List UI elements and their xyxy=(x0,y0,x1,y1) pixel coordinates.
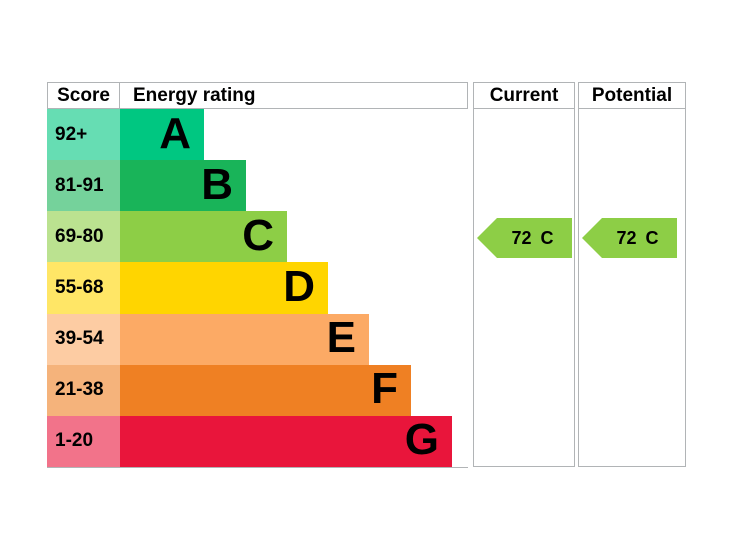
band-letter: A xyxy=(159,108,191,158)
band-score-range: 1-20 xyxy=(47,415,120,467)
energy-rating-column-header: Energy rating xyxy=(120,82,468,109)
band-row-e: 39-54 E xyxy=(47,313,468,365)
band-bar: D xyxy=(120,261,328,314)
band-row-a: 92+ A xyxy=(47,108,468,161)
current-rating-band: C xyxy=(540,227,554,248)
band-score-range: 69-80 xyxy=(47,211,120,263)
potential-rating-column: Potential 72 C xyxy=(578,82,686,467)
current-rating-arrow: 72 C xyxy=(477,218,572,258)
band-score-range: 39-54 xyxy=(47,313,120,365)
band-letter: C xyxy=(242,210,274,260)
potential-column-header: Potential xyxy=(579,83,685,109)
band-letter: B xyxy=(201,159,233,209)
band-letter: D xyxy=(283,261,315,311)
current-column-header: Current xyxy=(474,83,574,109)
potential-rating-band: C xyxy=(645,227,659,248)
band-score-range: 92+ xyxy=(47,109,120,161)
band-row-g: 1-20 G xyxy=(47,415,468,467)
band-letter: F xyxy=(371,364,398,414)
band-score-range: 55-68 xyxy=(47,262,120,314)
band-letter: G xyxy=(404,415,439,465)
table-header-row: Score Energy rating xyxy=(47,82,468,109)
band-score-range: 21-38 xyxy=(47,364,120,416)
potential-rating-arrow: 72 C xyxy=(582,218,677,258)
band-row-b: 81-91 B xyxy=(47,159,468,212)
band-score-range: 81-91 xyxy=(47,160,120,212)
band-bar: A xyxy=(120,108,204,161)
score-column-header: Score xyxy=(47,82,120,109)
current-rating-value: 72 xyxy=(511,227,532,248)
band-row-f: 21-38 F xyxy=(47,364,468,416)
band-rows: 92+ A 81-91 B 69-80 C 55-68 D xyxy=(47,109,468,468)
band-bar: B xyxy=(120,159,246,212)
band-bar: G xyxy=(120,415,452,467)
potential-rating-value: 72 xyxy=(616,227,637,248)
band-bar: C xyxy=(120,210,287,263)
band-bar: F xyxy=(120,364,411,416)
score-rating-table: Score Energy rating 92+ A 81-91 B 69-80 … xyxy=(47,82,468,468)
band-row-d: 55-68 D xyxy=(47,261,468,314)
current-rating-column: Current 72 C xyxy=(473,82,575,467)
band-row-c: 69-80 C xyxy=(47,210,468,263)
band-letter: E xyxy=(326,313,356,363)
band-bar: E xyxy=(120,313,369,365)
